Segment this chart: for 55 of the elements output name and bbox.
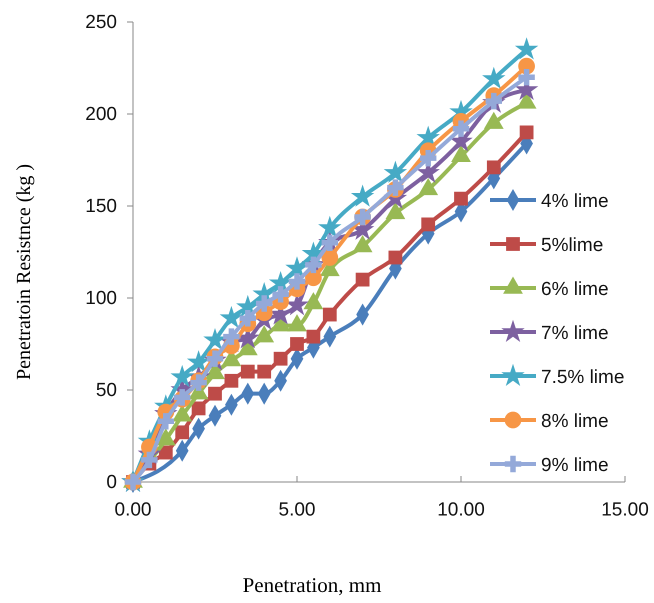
point (257, 364, 272, 378)
legend-label: 4% lime (541, 191, 609, 212)
point (158, 413, 174, 430)
legend-label: 9% lime (541, 455, 609, 476)
point (322, 308, 337, 322)
point (514, 37, 538, 60)
point (290, 337, 304, 351)
point (306, 330, 320, 344)
point (454, 192, 468, 206)
point (321, 249, 338, 266)
y-tick-label: 100 (85, 288, 117, 310)
x-tick-label: 0.00 (114, 499, 152, 520)
point (175, 425, 190, 440)
y-tick-label: 150 (85, 196, 117, 218)
y-axis-title: Penetratoin Resistnce (kg ) (13, 164, 35, 380)
point (272, 286, 289, 303)
point (223, 328, 240, 345)
x-tick-label: 10.00 (437, 499, 485, 520)
point (388, 250, 402, 264)
point (356, 272, 370, 286)
x-tick-label: 5.00 (278, 499, 316, 520)
point (384, 160, 408, 183)
point (274, 352, 288, 366)
x-tick-label: 15.00 (601, 499, 649, 520)
point (158, 446, 173, 460)
point (452, 120, 470, 137)
point (305, 256, 322, 274)
y-tick-label: 50 (96, 380, 117, 402)
point (420, 150, 436, 166)
y-tick-label: 0 (106, 472, 117, 494)
legend-label: 6% lime (541, 279, 609, 300)
point (256, 295, 272, 312)
point (482, 66, 506, 89)
legend-label: 8% lime (541, 411, 609, 432)
point (486, 160, 501, 174)
y-tick-label: 200 (85, 104, 117, 126)
point (350, 184, 374, 207)
point (192, 402, 206, 416)
point (224, 374, 238, 388)
x-axis-title: Penetration, mm (242, 573, 382, 597)
legend-label: 7.5% lime (541, 367, 624, 388)
point (288, 273, 306, 290)
point (208, 386, 222, 401)
point (486, 92, 502, 110)
point (170, 364, 194, 388)
legend-label: 5%lime (541, 235, 604, 256)
point (520, 126, 534, 140)
point (240, 364, 255, 378)
legend-label: 7% lime (541, 323, 609, 344)
point (220, 306, 244, 328)
y-tick-label: 250 (85, 12, 117, 34)
point (518, 68, 535, 86)
point (421, 218, 436, 232)
point (240, 310, 256, 326)
point (141, 452, 158, 468)
